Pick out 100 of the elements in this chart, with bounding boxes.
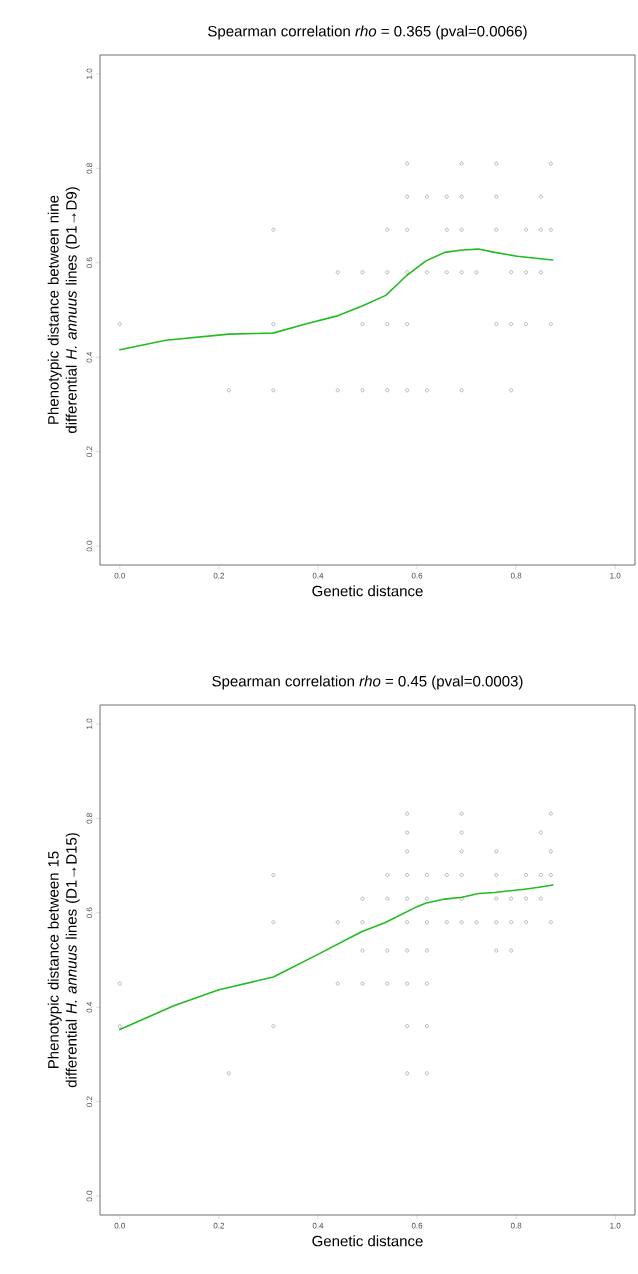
point: [539, 194, 543, 199]
point: [494, 194, 499, 199]
point: [405, 270, 409, 275]
point: [405, 896, 409, 901]
point: [509, 270, 513, 275]
y-tick-label: 0.4: [86, 1001, 93, 1013]
chart-title: Spearman correlation rho = 0.45 (pval=0.0003): [212, 675, 523, 690]
point: [539, 270, 543, 275]
point: [405, 1024, 409, 1028]
point: [405, 1071, 409, 1076]
point: [360, 896, 365, 901]
point: [444, 194, 449, 199]
point: [459, 896, 464, 901]
point: [385, 873, 390, 877]
x-tick-label: 0.0: [114, 1222, 126, 1229]
point: [425, 948, 429, 953]
chart-title: Spearman correlation rho = 0.365 (pval=0.0066): [208, 25, 527, 40]
point: [360, 322, 365, 326]
point: [494, 322, 499, 326]
x-tick-label: 0.6: [411, 572, 423, 579]
point: [385, 896, 390, 901]
point: [494, 227, 499, 232]
point: [524, 322, 528, 326]
point: [459, 849, 464, 854]
point: [405, 811, 409, 816]
point: [271, 873, 276, 877]
point: [444, 873, 449, 877]
point: [425, 873, 429, 877]
line-series: [119, 884, 554, 1031]
point: [509, 920, 513, 925]
point: [360, 270, 365, 275]
point: [360, 920, 365, 925]
x-tick-label: 0.8: [510, 1222, 522, 1229]
point: [494, 161, 499, 166]
point: [509, 388, 513, 393]
point: [539, 830, 543, 835]
point: [360, 948, 365, 953]
y-tick-label: 0.0: [86, 1190, 93, 1202]
point: [405, 849, 409, 854]
point: [385, 322, 390, 326]
point: [524, 896, 528, 901]
point: [360, 981, 365, 986]
point: [474, 270, 479, 275]
y-tick-label: 0.2: [86, 446, 93, 457]
point: [509, 896, 513, 901]
point: [524, 227, 528, 232]
point: [335, 270, 340, 275]
point: [548, 873, 553, 877]
point: [444, 920, 449, 925]
line-series: [119, 248, 554, 351]
point: [405, 873, 409, 877]
point: [548, 849, 553, 854]
point: [271, 227, 276, 232]
x-tick-label: 0.6: [411, 1222, 423, 1229]
point: [425, 1024, 429, 1028]
y-tick-label: 0.8: [86, 813, 93, 824]
point: [524, 920, 528, 925]
point: [118, 981, 122, 986]
x-tick-label: 0.8: [510, 572, 522, 579]
y-tick-label: 1.0: [86, 68, 93, 79]
point: [405, 830, 409, 835]
point: [227, 388, 231, 393]
x-tick-label: 1.0: [610, 572, 621, 579]
x-axis-title: Genetic distance: [312, 1235, 423, 1247]
point: [459, 873, 464, 877]
point: [405, 161, 409, 166]
point: [425, 388, 429, 393]
point: [509, 948, 513, 953]
point: [539, 896, 543, 901]
point: [425, 981, 429, 986]
x-tick-label: 0.0: [114, 572, 126, 579]
point: [548, 227, 553, 232]
point: [444, 227, 449, 232]
point: [118, 1024, 122, 1028]
x-tick-label: 0.2: [213, 1222, 225, 1229]
x-tick-label: 0.4: [312, 572, 324, 579]
point: [405, 322, 409, 326]
point: [509, 322, 513, 326]
y-tick-label: 0.6: [86, 907, 93, 919]
point: [271, 388, 276, 393]
point: [474, 920, 479, 925]
point: [494, 849, 499, 854]
y-tick-label: 0.8: [86, 163, 93, 174]
point: [405, 227, 409, 232]
point: [459, 194, 464, 199]
point: [444, 270, 449, 275]
point: [385, 981, 390, 986]
point: [539, 873, 543, 877]
point: [271, 920, 276, 925]
x-tick-label: 0.4: [312, 1222, 324, 1229]
point: [335, 920, 340, 925]
y-tick-label: 0.0: [86, 540, 93, 552]
point: [271, 322, 276, 326]
point: [118, 322, 122, 326]
point: [425, 896, 429, 901]
x-axis-title: Genetic distance: [312, 585, 423, 597]
point: [425, 194, 429, 199]
point: [548, 161, 553, 166]
point: [524, 873, 528, 877]
point: [425, 920, 429, 925]
